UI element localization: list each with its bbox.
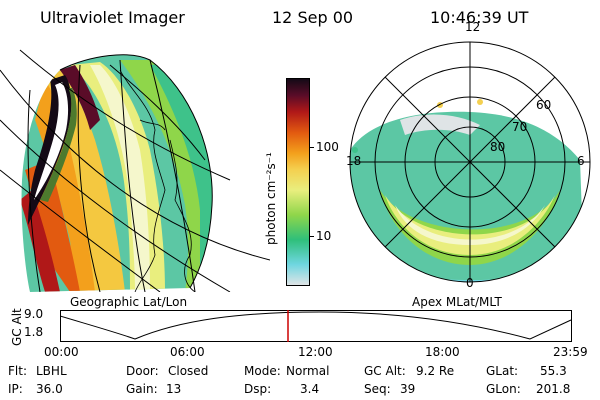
mlat-label-60: 60 xyxy=(536,98,552,112)
seq-value: 39 xyxy=(400,382,416,396)
gain-value: 13 xyxy=(166,382,182,396)
door-value: Closed xyxy=(168,364,209,378)
colorbar-tick-label-10: 10 xyxy=(316,229,332,243)
emission-spot xyxy=(477,99,483,105)
glon-label: GLon: xyxy=(486,382,521,396)
ip-label: IP: xyxy=(8,382,23,396)
mlat-label-70: 70 xyxy=(512,120,528,134)
flt-value: LBHL xyxy=(36,364,67,378)
gc-alt-value: 9.2 Re xyxy=(416,364,455,378)
colorbar-unit-label: photon cm⁻²s⁻¹ xyxy=(264,152,278,245)
time-tick-0600: 06:00 xyxy=(170,345,205,359)
geographic-image xyxy=(0,49,270,292)
time-tick-1800: 18:00 xyxy=(425,345,460,359)
time-label: 10:46:39 UT xyxy=(430,8,529,27)
colorbar xyxy=(286,78,310,286)
altitude-tick-1-8: 1.8 xyxy=(24,325,44,339)
mlat-label-80: 80 xyxy=(490,140,506,154)
mlt-label-6: 6 xyxy=(577,154,585,168)
ip-value: 36.0 xyxy=(36,382,63,396)
polar-caption: Apex MLat/MLT xyxy=(412,295,502,309)
mlt-label-12: 12 xyxy=(465,20,481,34)
time-tick-2359: 23:59 xyxy=(553,345,588,359)
dsp-label: Dsp: xyxy=(244,382,272,396)
time-tick-1200: 12:00 xyxy=(298,345,333,359)
altitude-tick-9: 9.0 xyxy=(24,307,44,321)
time-tick-0000: 00:00 xyxy=(44,345,79,359)
altitude-axis-label: GC Alt xyxy=(10,308,24,346)
polar-plot xyxy=(349,41,591,283)
seq-label: Seq: xyxy=(364,382,391,396)
mlt-label-0: 0 xyxy=(466,276,474,290)
auroral-emission xyxy=(21,54,213,292)
geographic-caption: Geographic Lat/Lon xyxy=(70,295,188,309)
lat-lon-grid xyxy=(0,49,270,292)
flt-label: Flt: xyxy=(8,364,27,378)
mode-label: Mode: xyxy=(244,364,281,378)
gain-label: Gain: xyxy=(126,382,158,396)
gc-alt-label: GC Alt: xyxy=(364,364,406,378)
emission-spot xyxy=(352,147,358,153)
glat-label: GLat: xyxy=(486,364,519,378)
mlt-label-18: 18 xyxy=(346,154,362,168)
glon-value: 201.8 xyxy=(536,382,571,396)
polar-grid xyxy=(349,41,591,283)
coastlines xyxy=(119,69,196,292)
date-label: 12 Sep 00 xyxy=(272,8,354,27)
dsp-value: 3.4 xyxy=(300,382,320,396)
altitude-curve xyxy=(60,311,572,340)
colorbar-tick-10 xyxy=(309,236,314,237)
door-label: Door: xyxy=(126,364,159,378)
colorbar-tick-label-100: 100 xyxy=(316,140,339,154)
mode-value: Normal xyxy=(286,364,330,378)
altitude-strip xyxy=(60,310,572,342)
glat-value: 55.3 xyxy=(540,364,567,378)
app-title: Ultraviolet Imager xyxy=(40,8,185,27)
colorbar-tick-100 xyxy=(309,147,314,148)
